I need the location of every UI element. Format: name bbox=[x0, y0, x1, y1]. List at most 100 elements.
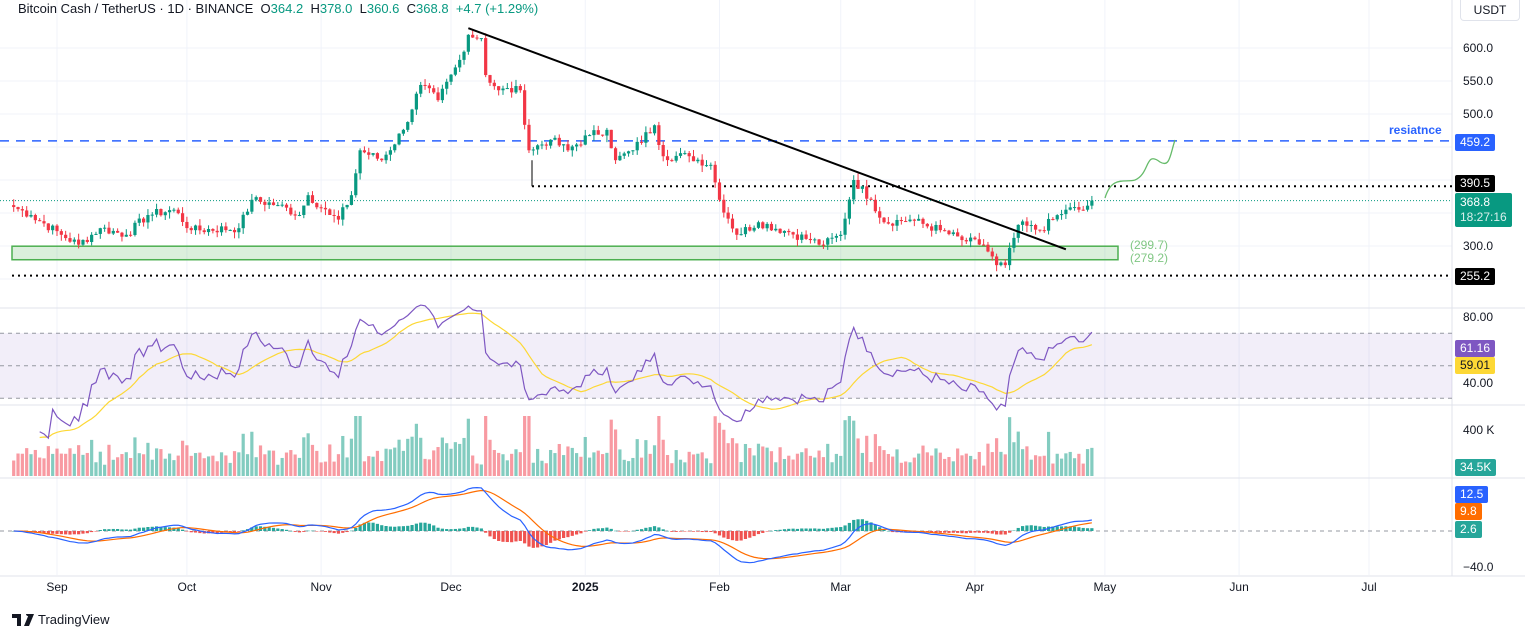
candle bbox=[310, 195, 315, 203]
rsi-ma-line bbox=[39, 312, 1093, 439]
candle bbox=[510, 88, 514, 93]
volume-bar bbox=[886, 453, 890, 476]
candle bbox=[436, 92, 440, 101]
macd-histogram-bar bbox=[982, 531, 986, 533]
volume-bar bbox=[951, 461, 955, 476]
volume-bar bbox=[665, 454, 670, 476]
symbol-name[interactable]: Bitcoin Cash / TetherUS bbox=[18, 1, 156, 16]
candle bbox=[821, 244, 826, 246]
candle bbox=[358, 150, 362, 174]
volume-bar bbox=[579, 456, 583, 476]
macd-histogram-bar bbox=[709, 531, 713, 532]
candle bbox=[852, 180, 856, 200]
volume-bar bbox=[639, 457, 644, 476]
currency-button[interactable]: USDT bbox=[1460, 0, 1520, 21]
volume-bar bbox=[1077, 453, 1081, 476]
candle bbox=[873, 199, 877, 212]
price-tick: 550.0 bbox=[1463, 74, 1494, 88]
macd-histogram-bar bbox=[622, 531, 626, 532]
volume-bar bbox=[81, 454, 85, 476]
candle bbox=[735, 228, 739, 235]
candle bbox=[761, 222, 765, 229]
volume-bar bbox=[293, 454, 297, 476]
volume-bar bbox=[505, 460, 509, 476]
volume-bar bbox=[899, 462, 903, 476]
candle bbox=[471, 34, 475, 38]
macd-histogram-bar bbox=[791, 528, 795, 531]
x-axis-label: Jun bbox=[1229, 580, 1249, 594]
candle bbox=[1046, 218, 1051, 231]
candle bbox=[237, 228, 241, 233]
volume-bar bbox=[735, 443, 739, 476]
volume-bar bbox=[466, 418, 470, 476]
volume-tag: 34.5K bbox=[1455, 459, 1497, 476]
macd-histogram-bar bbox=[432, 525, 436, 531]
macd-histogram-bar bbox=[938, 531, 942, 533]
macd-histogram-bar bbox=[341, 531, 345, 533]
volume-bar bbox=[622, 459, 626, 476]
candle bbox=[912, 219, 916, 221]
macd-histogram-bar bbox=[254, 526, 258, 531]
candle bbox=[103, 227, 107, 229]
volume-bar bbox=[518, 452, 522, 476]
volume-bar bbox=[969, 455, 973, 476]
x-axis-label: Dec bbox=[440, 580, 462, 594]
candle bbox=[904, 221, 908, 223]
macd-histogram-bar bbox=[743, 531, 748, 539]
candle bbox=[622, 153, 626, 156]
macd-histogram-bar bbox=[986, 531, 990, 534]
candle bbox=[1059, 214, 1064, 216]
macd-histogram-bar bbox=[795, 528, 800, 531]
volume-bar bbox=[180, 440, 185, 476]
volume-bar bbox=[146, 442, 150, 476]
macd-histogram-bar bbox=[358, 524, 362, 531]
volume-bar bbox=[267, 450, 271, 476]
interval[interactable]: 1D bbox=[167, 1, 184, 16]
macd-histogram-bar bbox=[808, 528, 813, 531]
volume-bar bbox=[375, 450, 380, 476]
support-zone bbox=[11, 245, 1119, 261]
candle bbox=[730, 218, 735, 229]
tradingview-logo[interactable]: TradingView bbox=[12, 612, 110, 627]
candle bbox=[1055, 215, 1059, 220]
volume-bar bbox=[103, 464, 107, 476]
volume-bar bbox=[536, 448, 540, 476]
candle bbox=[600, 134, 605, 136]
volume-bar bbox=[25, 448, 29, 476]
candle bbox=[81, 239, 85, 245]
candle bbox=[748, 227, 752, 231]
high-value: 378.0 bbox=[319, 1, 353, 16]
macd-histogram-bar bbox=[1090, 528, 1094, 531]
volume-bar bbox=[943, 458, 947, 476]
macd-histogram-bar bbox=[98, 529, 102, 531]
volume-bar bbox=[401, 450, 405, 476]
volume-bar bbox=[644, 440, 648, 476]
candle bbox=[587, 135, 592, 137]
volume-bar bbox=[306, 433, 310, 476]
macd-histogram-bar bbox=[289, 530, 293, 532]
volume-bar bbox=[748, 448, 752, 476]
volume-bar bbox=[618, 449, 622, 476]
candle bbox=[142, 218, 146, 223]
macd-tag: 12.5 bbox=[1455, 486, 1489, 503]
macd-histogram-bar bbox=[492, 531, 496, 540]
candle bbox=[1029, 225, 1033, 227]
volume-bar bbox=[730, 438, 735, 476]
volume-bar bbox=[960, 455, 964, 476]
volume-bar bbox=[1059, 458, 1064, 476]
candle bbox=[1090, 200, 1094, 206]
macd-histogram-bar bbox=[51, 531, 55, 534]
macd-histogram-bar bbox=[497, 531, 501, 541]
candle bbox=[445, 81, 449, 89]
macd-histogram-bar bbox=[479, 528, 483, 531]
volume-bar bbox=[869, 462, 873, 476]
tradingview-logo-icon bbox=[12, 613, 34, 626]
volume-bar bbox=[198, 452, 202, 476]
volume-bar bbox=[912, 457, 916, 476]
macd-histogram-bar bbox=[1003, 531, 1007, 535]
volume-bar bbox=[189, 455, 193, 476]
candle bbox=[232, 229, 237, 233]
macd-histogram-bar bbox=[345, 531, 349, 533]
volume-bar bbox=[323, 461, 328, 476]
